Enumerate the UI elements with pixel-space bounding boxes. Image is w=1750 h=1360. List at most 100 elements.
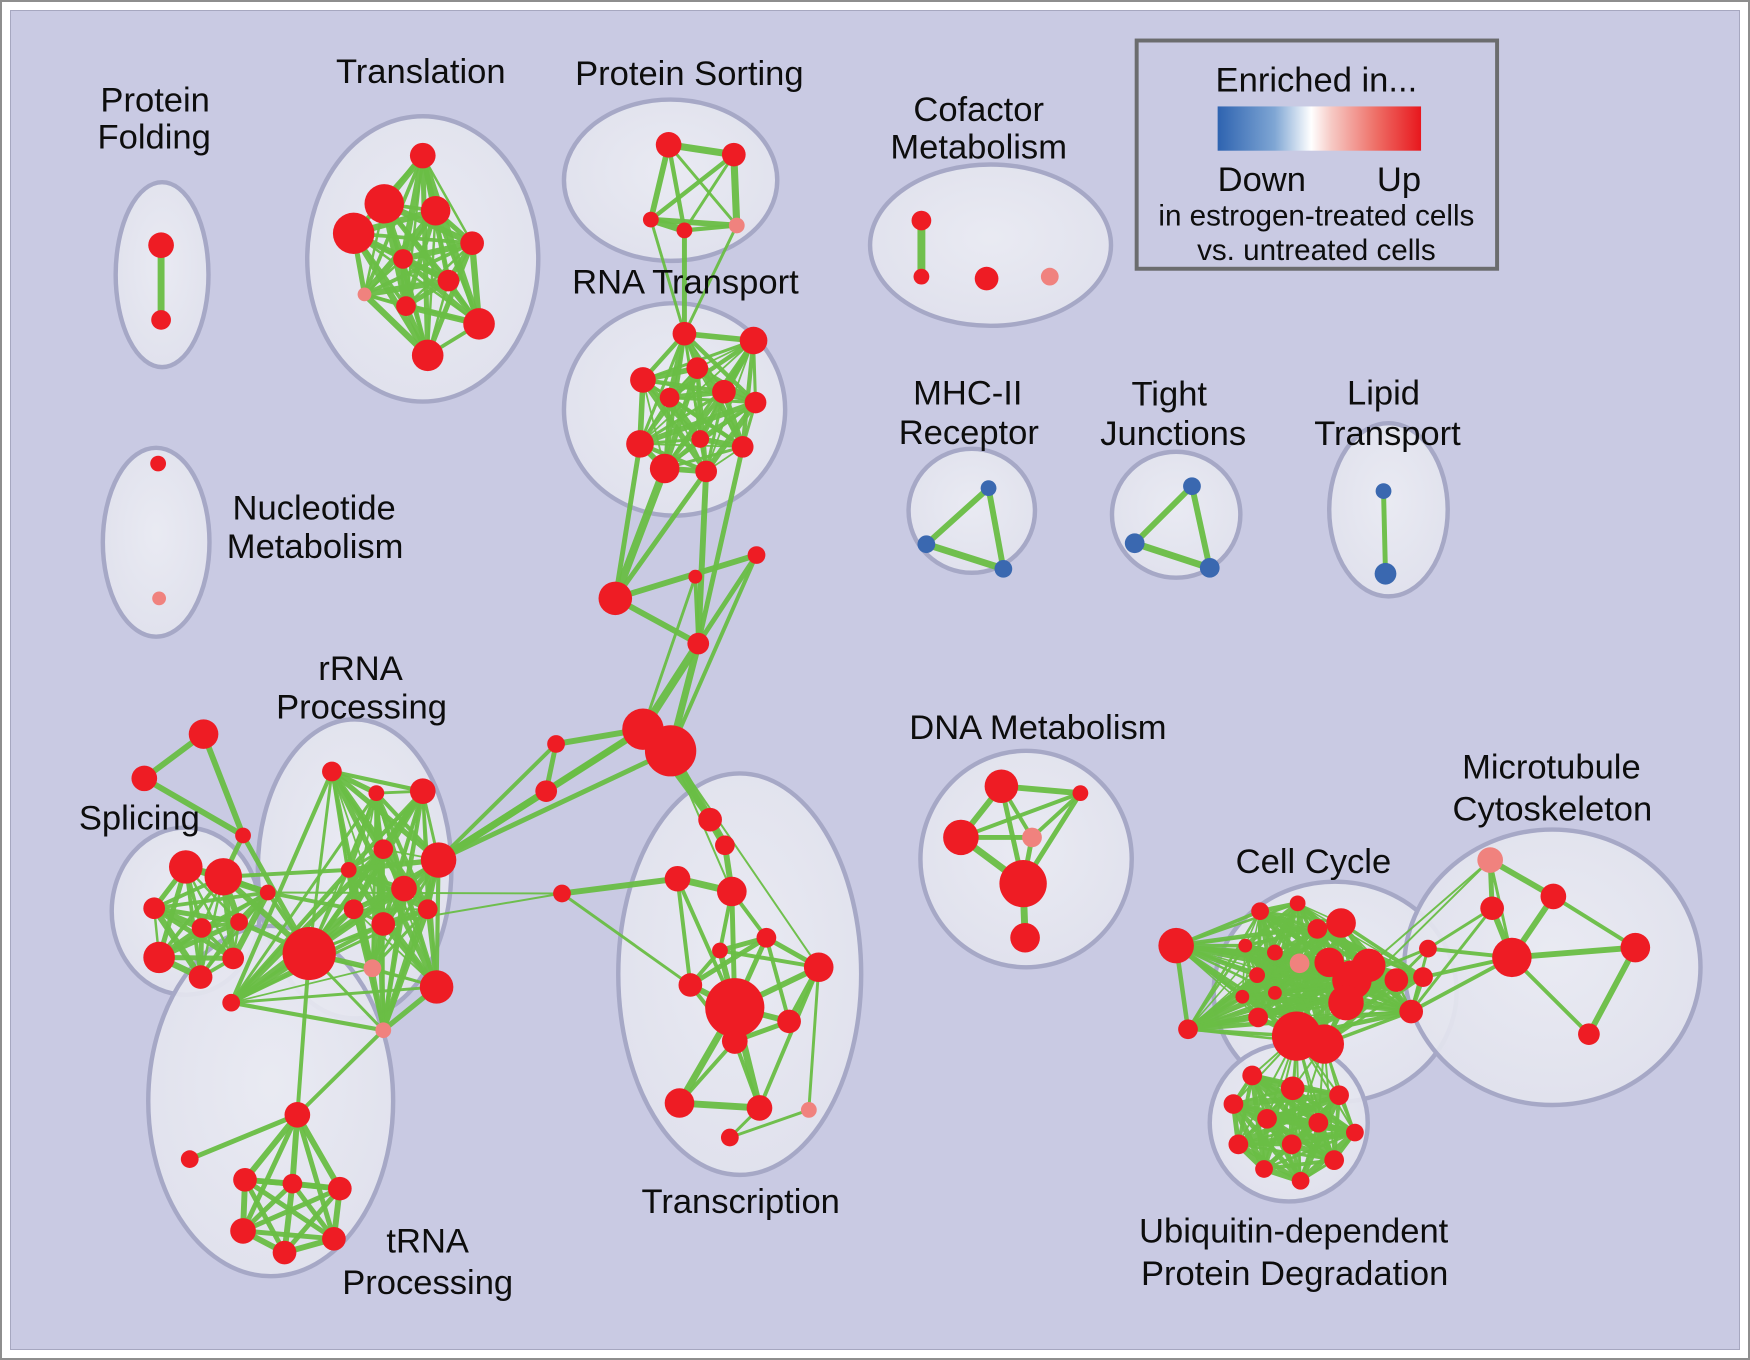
node-cell-cycle-21 bbox=[1413, 967, 1433, 987]
node-nucleotide-metabolism-1 bbox=[152, 591, 167, 606]
edge-link bbox=[1409, 906, 1494, 1014]
cluster-ellipse-lipid-transport bbox=[1326, 421, 1450, 599]
node-translation-3 bbox=[332, 212, 375, 255]
node-cell-cycle-1 bbox=[1178, 1019, 1198, 1040]
node-dna-metabolism-1 bbox=[943, 819, 979, 856]
node-loose-triangle-2 bbox=[235, 827, 251, 844]
edge-dna-metabolism bbox=[958, 791, 1083, 840]
node-transcription-1 bbox=[715, 835, 735, 856]
node-ubiquitin-degradation-2 bbox=[1329, 1085, 1349, 1106]
node-ubiquitin-degradation-8 bbox=[1281, 1134, 1302, 1155]
edge-rrna-processing bbox=[229, 1000, 386, 1033]
cluster-label-splicing-0: Splicing bbox=[79, 800, 200, 838]
figure-panel: Protein Folding Translation Protein Sorting… bbox=[10, 10, 1740, 1350]
node-protein-folding-1 bbox=[151, 310, 171, 330]
cluster-label-nucleotide-metabolism-1: Metabolism bbox=[227, 528, 404, 566]
edge-rrna-processing bbox=[230, 967, 374, 1004]
edge-link bbox=[221, 867, 351, 879]
node-trna-processing-0 bbox=[284, 1102, 311, 1128]
edge-rna-transport bbox=[637, 399, 759, 447]
node-microtubule-cytoskeleton-1 bbox=[1540, 883, 1567, 910]
edge-mhc-ii-receptor bbox=[923, 485, 992, 548]
node-microtubule-cytoskeleton-4 bbox=[1419, 939, 1437, 958]
edge-protein-sorting bbox=[648, 152, 736, 222]
edge-trna-processing bbox=[294, 1112, 337, 1242]
node-rrna-processing-1 bbox=[368, 785, 385, 802]
node-transcription-14 bbox=[720, 1128, 739, 1147]
edge-rrna-processing bbox=[434, 857, 441, 990]
node-rrna-processing-13 bbox=[419, 970, 454, 1004]
legend-down-label: Down bbox=[1218, 161, 1306, 199]
legend-title: Enriched in... bbox=[1216, 62, 1418, 100]
node-transcription-13 bbox=[800, 1102, 817, 1118]
node-rrna-processing-5 bbox=[420, 842, 457, 878]
edge-cell-cycle bbox=[1257, 961, 1331, 1019]
edge-tight-junctions bbox=[1189, 483, 1213, 571]
edge-protein-sorting bbox=[647, 216, 740, 229]
node-mhc-ii-receptor-0 bbox=[980, 480, 997, 497]
edge-rna-transport bbox=[703, 399, 759, 475]
node-transcription-9 bbox=[777, 1009, 801, 1034]
node-rna-transport-7 bbox=[626, 430, 654, 458]
edge-tight-junctions bbox=[1131, 539, 1214, 572]
edge-trna-processing bbox=[294, 1111, 343, 1192]
cluster-label-ubiquitin-degradation-1: Protein Degradation bbox=[1141, 1255, 1448, 1293]
node-translation-8 bbox=[396, 296, 416, 316]
node-rrna-processing-9 bbox=[417, 899, 438, 920]
edge-link bbox=[295, 1028, 386, 1117]
cluster-ellipse-protein-sorting bbox=[561, 97, 780, 264]
edge-transcription bbox=[807, 965, 821, 1112]
edge-rrna-processing bbox=[370, 907, 430, 970]
edge-rna-transport bbox=[740, 338, 756, 449]
node-dna-metabolism-2 bbox=[1072, 785, 1089, 802]
edge-cell-cycle bbox=[1174, 902, 1299, 947]
node-tight-junctions-1 bbox=[1124, 533, 1145, 554]
node-transcription-6 bbox=[678, 973, 703, 997]
edge-microtubule-cytoskeleton bbox=[1585, 944, 1639, 1038]
node-transcription-5 bbox=[712, 942, 728, 959]
node-hub-connectors-0 bbox=[598, 581, 633, 616]
node-hub-connectors-1 bbox=[688, 569, 703, 584]
node-cell-cycle-19 bbox=[1328, 984, 1364, 1021]
node-ubiquitin-degradation-6 bbox=[1346, 1123, 1364, 1142]
node-translation-1 bbox=[364, 184, 404, 224]
node-trna-processing-5 bbox=[230, 1218, 256, 1244]
node-mhc-ii-receptor-2 bbox=[994, 559, 1013, 578]
node-rna-transport-11 bbox=[695, 460, 718, 483]
node-hub-connectors-5 bbox=[644, 725, 697, 777]
node-splicing-8 bbox=[222, 947, 245, 970]
cluster-label-tight-junctions-0: Tight bbox=[1131, 376, 1207, 414]
node-rrna-processing-10 bbox=[363, 959, 382, 978]
edge-protein-sorting bbox=[647, 141, 672, 223]
node-cell-cycle-14 bbox=[1351, 948, 1386, 983]
node-rrna-processing-8 bbox=[371, 912, 396, 936]
cluster-label-protein-folding-0: Protein bbox=[100, 81, 209, 119]
edge-lipid-transport bbox=[1381, 488, 1388, 577]
node-rna-transport-9 bbox=[731, 436, 754, 458]
node-hub-connectors-8 bbox=[553, 884, 571, 903]
edge-loose-triangle bbox=[200, 731, 247, 839]
edge-trna-processing bbox=[240, 1112, 300, 1234]
edge-link bbox=[265, 890, 356, 912]
edge-cell-cycle bbox=[1243, 901, 1300, 948]
node-trna-processing-2 bbox=[233, 1167, 257, 1192]
cluster-label-mhc-ii-receptor-0: MHC-II bbox=[913, 375, 1022, 413]
node-microtubule-cytoskeleton-0 bbox=[1477, 847, 1504, 873]
node-rna-transport-6 bbox=[744, 391, 767, 414]
cluster-ellipse-nucleotide-metabolism bbox=[100, 445, 212, 639]
node-lipid-transport-1 bbox=[1374, 562, 1397, 585]
node-trna-processing-7 bbox=[272, 1240, 297, 1265]
cluster-label-lipid-transport-1: Transport bbox=[1314, 415, 1461, 453]
edge-protein-sorting bbox=[682, 153, 736, 232]
node-rrna-processing-14 bbox=[222, 993, 241, 1012]
cluster-ellipse-microtubule-cytoskeleton bbox=[1402, 827, 1703, 1108]
node-translation-4 bbox=[460, 231, 484, 255]
edge-link bbox=[693, 574, 701, 646]
edge-rna-transport bbox=[668, 396, 758, 405]
node-dna-metabolism-3 bbox=[1022, 827, 1042, 848]
edge-link bbox=[682, 223, 739, 336]
cluster-ellipse-mhc-ii-receptor bbox=[906, 446, 1038, 575]
node-rna-transport-10 bbox=[649, 453, 680, 484]
node-splicing-5 bbox=[259, 884, 276, 901]
node-cell-cycle-4 bbox=[1307, 919, 1328, 939]
